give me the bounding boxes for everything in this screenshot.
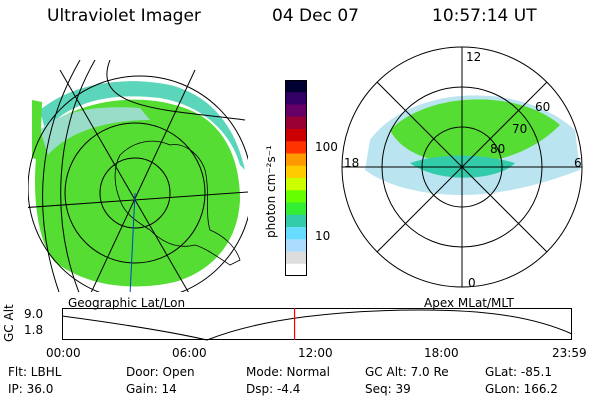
colorbar-unit-label: photon cm⁻²s⁻¹ [264, 145, 278, 238]
colorbar-swatch [285, 263, 307, 277]
timeline-xtick-1: 06:00 [172, 346, 207, 360]
colorbar-swatch [285, 141, 307, 154]
timeline-ytick-high: 9.0 [24, 307, 44, 321]
colorbar-swatch [285, 190, 307, 203]
colorbar-swatch [285, 80, 307, 93]
right-panel-label: Apex MLat/MLT [424, 296, 514, 310]
coastline [114, 140, 241, 266]
info-mode: Mode: Normal [246, 365, 330, 379]
info-gc-alt: GC Alt: 7.0 Re [365, 365, 449, 379]
instrument-title: Ultraviolet Imager [47, 6, 201, 26]
colorbar-swatch [285, 239, 307, 252]
colorbar [285, 80, 307, 277]
colorbar-swatch [285, 153, 307, 167]
geographic-map [28, 60, 248, 292]
info-filter: Flt: LBHL [8, 365, 62, 379]
timeline-ylabel: GC Alt [2, 304, 16, 342]
timeline-xtick-0: 00:00 [46, 346, 81, 360]
magnetic-polar-plot: 12 18 6 0 60 70 80 [341, 46, 583, 290]
emission-fringe [40, 81, 245, 170]
timeline-xtick-3: 18:00 [424, 346, 459, 360]
colorbar-swatch [285, 129, 307, 142]
image-date: 04 Dec 07 [272, 6, 359, 26]
emission-strip [32, 100, 42, 160]
colorbar-swatch [285, 178, 307, 191]
info-gain: Gain: 14 [126, 382, 177, 396]
timeline-ytick-low: 1.8 [24, 323, 44, 337]
colorbar-tick-100: 100 [315, 140, 338, 154]
colorbar-swatch [285, 165, 307, 179]
colorbar-swatch [285, 227, 307, 240]
info-door: Door: Open [126, 365, 195, 379]
mlt-label-6: 6 [574, 156, 582, 170]
colorbar-swatch [285, 214, 307, 228]
info-glon: GLon: 166.2 [485, 382, 558, 396]
colorbar-swatch [285, 116, 307, 130]
colorbar-tick-10: 10 [315, 229, 331, 243]
altitude-curve [61, 309, 573, 341]
mlt-label-18: 18 [344, 156, 359, 170]
altitude-timeline [61, 308, 573, 341]
info-glat: GLat: -85.1 [485, 365, 552, 379]
lat-label-60: 60 [535, 100, 550, 114]
mlt-label-12: 12 [466, 50, 481, 64]
colorbar-swatch [285, 251, 307, 265]
image-time: 10:57:14 UT [432, 6, 537, 26]
timeline-xtick-2: 12:00 [298, 346, 333, 360]
lat-label-80: 80 [490, 142, 505, 156]
colorbar-swatch [285, 202, 307, 216]
colorbar-swatch [285, 92, 307, 105]
info-ip: IP: 36.0 [8, 382, 54, 396]
left-panel-label: Geographic Lat/Lon [68, 296, 186, 310]
emission-speckle [40, 107, 150, 155]
info-dsp: Dsp: -4.4 [246, 382, 301, 396]
timeline-xtick-4: 23:59 [552, 346, 587, 360]
colorbar-swatch [285, 104, 307, 118]
info-seq: Seq: 39 [365, 382, 411, 396]
lat-label-70: 70 [512, 122, 527, 136]
colorbar-border [285, 80, 307, 276]
mlt-label-0: 0 [468, 276, 476, 290]
